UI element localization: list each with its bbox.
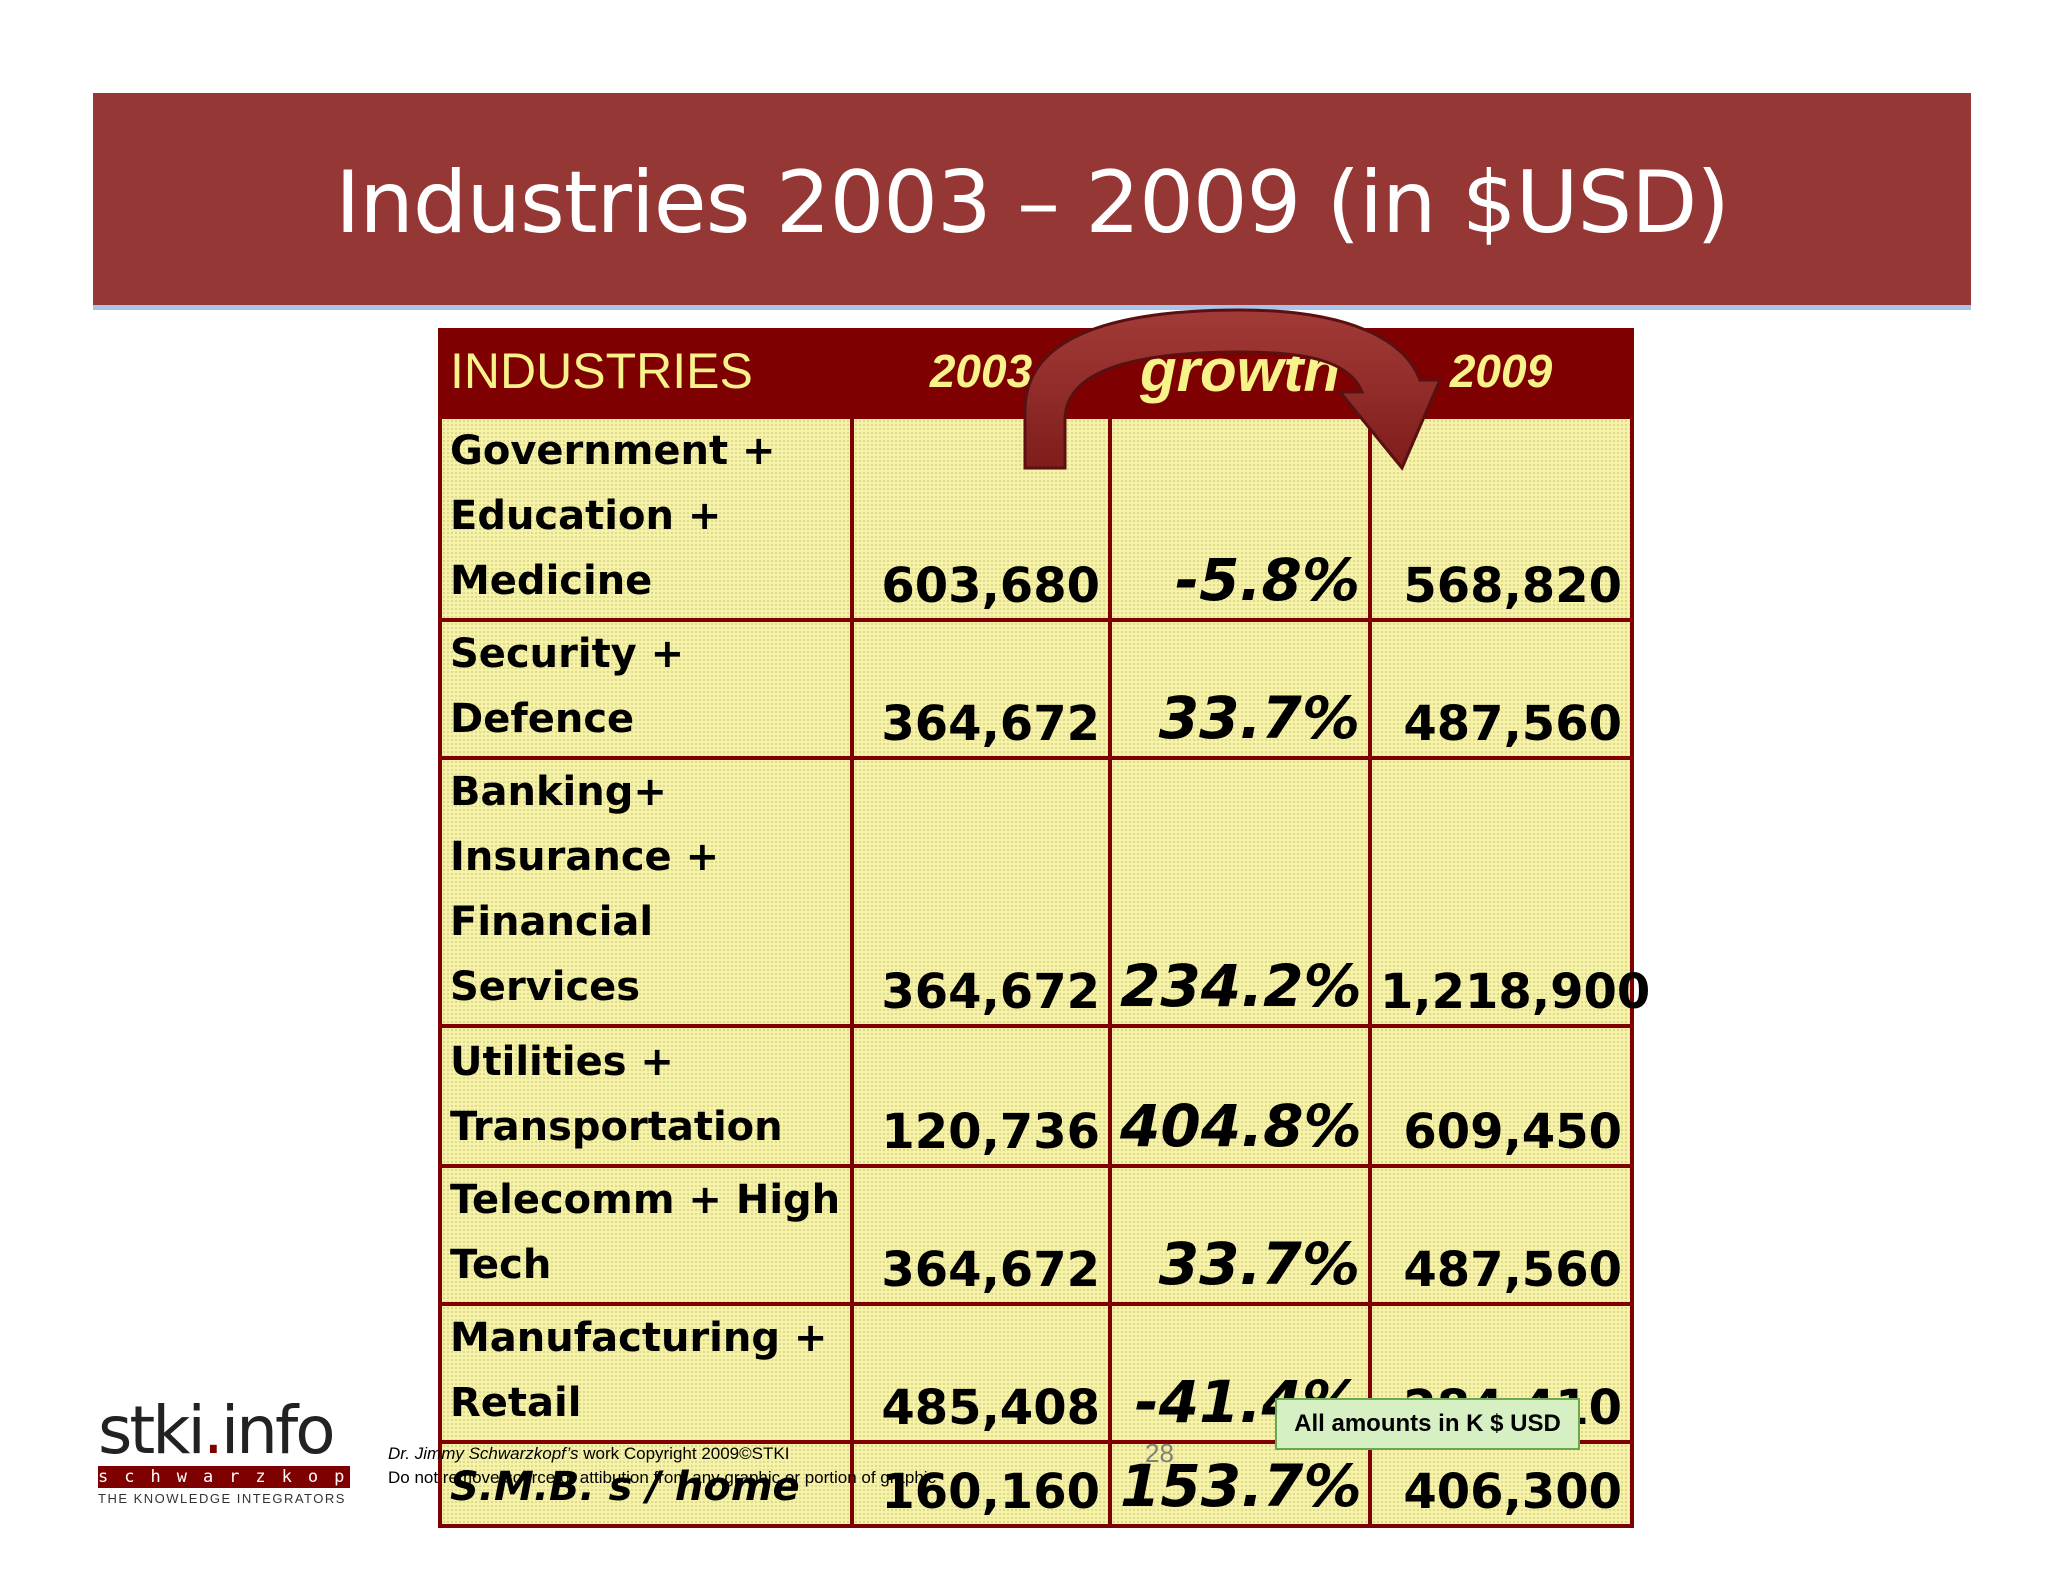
value-2003: 603,680 [850,414,1112,622]
logo-wordmark: stki.info [98,1392,336,1469]
industry-name: Government + Education + Medicine [438,414,854,622]
value-2003: 120,736 [850,1024,1112,1168]
value-2003: 160,160 [850,1440,1112,1528]
copyright-notice: Dr. Jimmy Schwarzkopf’s work Copyright 2… [388,1442,936,1490]
title-bar: Industries 2003 – 2009 (in $USD) [93,93,1971,310]
industry-name: Security + Defence [438,618,854,760]
growth-value: -5.8% [1108,414,1372,622]
value-2009: 487,560 [1368,618,1634,760]
slide-title: Industries 2003 – 2009 (in $USD) [335,153,1730,253]
table-row: Utilities + Transportation 120,736 404.8%… [438,1024,1634,1168]
value-2009: 568,820 [1368,414,1634,622]
page-number: 28 [1145,1438,1174,1468]
value-2009: 406,300 [1368,1440,1634,1528]
table-row: Telecomm + High Tech 364,672 33.7% 487,56… [438,1164,1634,1306]
value-2009: 1,218,900 [1368,756,1650,1028]
industry-name: S.M.B. s / home [438,1440,854,1528]
table-row: Security + Defence 364,672 33.7% 487,560 [438,618,1634,760]
table-row: Government + Education + Medicine 603,680 … [438,414,1634,622]
growth-value: 404.8% [1108,1024,1372,1168]
industry-name: Telecomm + High Tech [438,1164,854,1306]
stki-logo: stki.info schwarzkopf THE KNOWLEDGE INTE… [98,1398,350,1506]
growth-value: 234.2% [1108,756,1372,1028]
header-2009: 2009 [1368,328,1634,419]
amounts-note: All amounts in K $ USD [1275,1398,1580,1450]
copyright-line-1: Dr. Jimmy Schwarzkopf’s work Copyright 2… [388,1444,790,1463]
industries-table-container: INDUSTRIES 2003 growth 2009 Government +… [438,328,1650,1528]
value-2009: 487,560 [1368,1164,1634,1306]
value-2003: 364,672 [850,756,1112,1028]
logo-tagline: THE KNOWLEDGE INTEGRATORS [98,1491,346,1506]
curved-arrow-icon [1023,308,1443,471]
value-2003: 364,672 [850,1164,1112,1306]
growth-value: 153.7% [1108,1440,1372,1528]
industry-name: Utilities + Transportation [438,1024,854,1168]
logo-strip: schwarzkopf [98,1466,350,1488]
industries-table: INDUSTRIES 2003 growth 2009 Government +… [438,328,1650,1528]
industry-name: Manufacturing + Retail [438,1302,854,1444]
growth-value: 33.7% [1108,618,1372,760]
value-2003: 485,408 [850,1302,1112,1444]
growth-value: 33.7% [1108,1164,1372,1306]
value-2003: 364,672 [850,618,1112,760]
table-row: S.M.B. s / home 160,160 153.7% 406,300 [438,1440,1634,1528]
table-row: Banking+ Insurance + Financial Services 36… [438,756,1650,1028]
industry-name: Banking+ Insurance + Financial Services [438,756,854,1028]
header-industries: INDUSTRIES [438,328,854,419]
copyright-line-2: Do not remove source or attibution from … [388,1468,937,1487]
value-2009: 609,450 [1368,1024,1634,1168]
